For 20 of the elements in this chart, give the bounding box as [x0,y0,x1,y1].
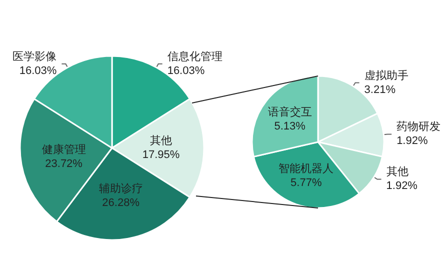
slice-label: 健康管理 [42,142,86,156]
data-label: 5.13% [274,120,306,133]
slice-label: 医学影像 [12,50,57,63]
data-label: 1.92% [386,180,418,192]
data-label: 26.28% [102,197,140,210]
data-label: 1.92% [396,135,428,148]
slice-label: 语音交互 [268,106,312,119]
data-label: 17.95% [142,149,180,162]
slice-label: 药物研发 [396,120,441,134]
slice-label: 其他 [386,165,408,178]
data-label: 5.77% [290,176,322,189]
data-label: 16.03% [167,64,205,77]
slice-label: 信息化管理 [167,50,222,63]
slice-label: 智能机器人 [278,162,334,175]
data-label: 16.03% [19,64,57,77]
slice-label: 虚拟助手 [364,68,408,82]
slice-label: 辅助诊疗 [98,182,143,196]
data-label: 23.72% [45,158,83,170]
data-label: 3.21% [364,84,396,96]
slice-label: 其他 [150,134,172,148]
